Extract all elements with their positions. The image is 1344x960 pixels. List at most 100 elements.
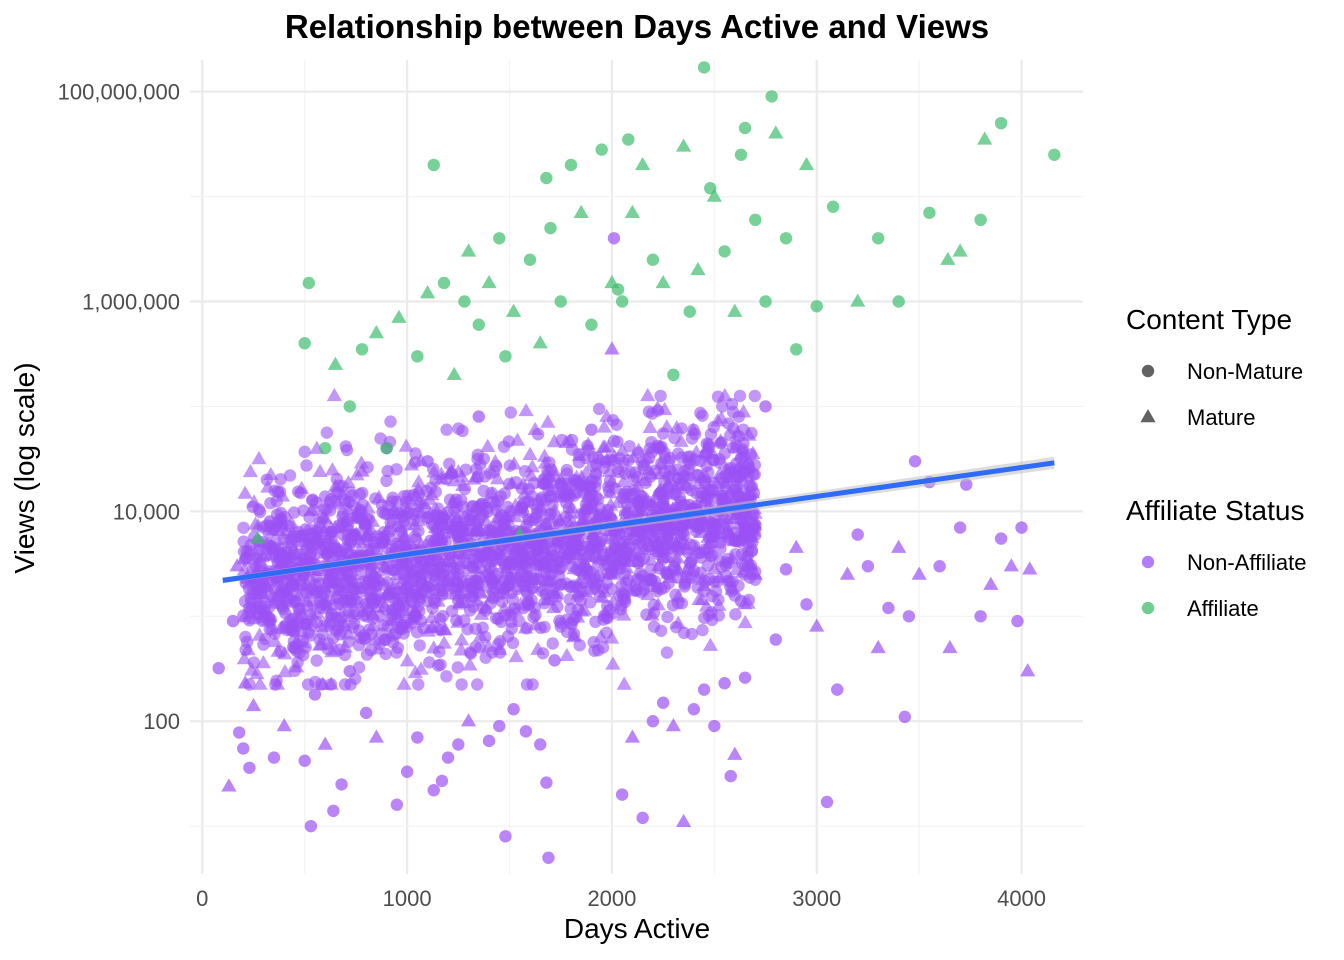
non-affiliate-cloud-point bbox=[669, 487, 682, 500]
non-affiliate-cloud-point bbox=[698, 598, 715, 612]
affiliate-point bbox=[573, 204, 589, 218]
non-affiliate-cloud-point bbox=[453, 642, 469, 656]
legend-key-color bbox=[1141, 601, 1155, 615]
non-affiliate-cloud-point bbox=[528, 571, 544, 585]
non-affiliate-cloud-point bbox=[661, 610, 674, 624]
legend-label: Non-Mature bbox=[1187, 359, 1303, 384]
non-affiliate-cloud-point bbox=[742, 468, 755, 481]
non-affiliate-point bbox=[354, 463, 370, 477]
non-affiliate-point bbox=[942, 639, 958, 654]
non-affiliate-cloud-point bbox=[380, 474, 393, 488]
non-affiliate-cloud-point bbox=[710, 529, 726, 543]
non-affiliate-cloud-point bbox=[470, 574, 483, 587]
non-affiliate-cloud-point bbox=[309, 605, 325, 619]
non-affiliate-cloud-point bbox=[530, 507, 544, 520]
non-affiliate-cloud-point bbox=[237, 485, 253, 499]
non-affiliate-cloud-point bbox=[647, 606, 661, 619]
non-affiliate-point bbox=[624, 729, 641, 743]
non-affiliate-cloud-point bbox=[330, 542, 343, 555]
non-affiliate-cloud-point bbox=[369, 492, 382, 505]
legend-key-circle bbox=[1141, 364, 1155, 378]
non-affiliate-cloud-point bbox=[712, 465, 728, 480]
non-affiliate-cloud-point bbox=[636, 541, 652, 555]
affiliate-point bbox=[481, 274, 497, 289]
non-affiliate-cloud-point bbox=[567, 547, 581, 561]
legend-key-triangle bbox=[1140, 409, 1156, 423]
affiliate-point bbox=[343, 400, 356, 413]
non-affiliate-cloud-point bbox=[238, 595, 252, 608]
non-affiliate-cloud-point bbox=[544, 510, 560, 525]
affiliate-point bbox=[391, 309, 407, 323]
non-affiliate-cloud-point bbox=[421, 491, 438, 505]
non-affiliate-cloud-point bbox=[676, 520, 689, 534]
non-affiliate-cloud-point bbox=[592, 402, 606, 416]
non-affiliate-cloud-point bbox=[423, 620, 440, 634]
trend-line-group bbox=[222, 456, 1055, 584]
non-affiliate-cloud-point bbox=[267, 633, 283, 648]
non-affiliate-cloud-point bbox=[599, 408, 615, 422]
affiliate-point bbox=[427, 158, 440, 172]
non-affiliate-cloud-point bbox=[404, 564, 420, 578]
non-affiliate-cloud-point bbox=[640, 387, 656, 402]
x-tick-label: 2000 bbox=[587, 886, 636, 911]
non-affiliate-cloud-point bbox=[484, 559, 501, 573]
non-affiliate-cloud-point bbox=[370, 544, 384, 558]
affiliate-point bbox=[940, 251, 956, 265]
non-affiliate-cloud-point bbox=[710, 413, 726, 427]
affiliate-point bbox=[595, 143, 608, 156]
non-affiliate-point bbox=[983, 576, 999, 590]
non-affiliate-cloud-point bbox=[467, 583, 480, 597]
non-affiliate-cloud-point bbox=[479, 547, 492, 560]
non-affiliate-cloud-point bbox=[601, 558, 614, 572]
non-affiliate-cloud-point bbox=[312, 583, 328, 597]
non-affiliate-cloud-point bbox=[564, 580, 577, 594]
affiliate-point bbox=[749, 213, 762, 227]
non-affiliate-cloud-point bbox=[585, 501, 598, 515]
non-affiliate-cloud-point bbox=[411, 499, 425, 513]
affiliate-point bbox=[458, 295, 471, 308]
non-affiliate-cloud-point bbox=[657, 496, 670, 510]
non-affiliate-cloud-point bbox=[360, 648, 374, 661]
non-affiliate-cloud-point bbox=[668, 555, 682, 568]
non-affiliate-point bbox=[1003, 558, 1019, 572]
non-affiliate-cloud-point bbox=[746, 511, 763, 525]
non-affiliate-point bbox=[891, 539, 907, 553]
non-affiliate-cloud-point bbox=[489, 471, 506, 485]
non-affiliate-point bbox=[687, 703, 701, 716]
non-affiliate-cloud-point bbox=[268, 484, 281, 497]
non-affiliate-cloud-point bbox=[423, 577, 439, 591]
non-affiliate-point bbox=[820, 795, 834, 809]
non-affiliate-point bbox=[317, 736, 333, 750]
non-affiliate-cloud-point bbox=[480, 438, 496, 452]
non-affiliate-cloud-point bbox=[455, 678, 468, 691]
non-affiliate-cloud-point bbox=[509, 476, 523, 489]
non-affiliate-cloud-point bbox=[717, 387, 733, 402]
affiliate-point bbox=[779, 232, 793, 245]
y-tick-label: 10,000 bbox=[113, 499, 180, 524]
non-affiliate-cloud-point bbox=[252, 676, 268, 690]
non-affiliate-cloud-point bbox=[237, 535, 250, 548]
non-affiliate-point bbox=[226, 614, 240, 628]
non-affiliate-cloud-point bbox=[268, 627, 281, 640]
non-affiliate-cloud-point bbox=[554, 486, 568, 500]
non-affiliate-cloud-point bbox=[698, 518, 711, 532]
non-affiliate-cloud-point bbox=[313, 636, 329, 651]
non-affiliate-point bbox=[482, 734, 496, 748]
affiliate-point bbox=[718, 245, 731, 258]
non-affiliate-cloud-point bbox=[628, 523, 644, 537]
non-affiliate-point bbox=[368, 729, 384, 743]
non-affiliate-point bbox=[724, 769, 737, 783]
non-affiliate-cloud-point bbox=[541, 550, 555, 564]
affiliate-point bbox=[622, 133, 635, 146]
non-affiliate-cloud-point bbox=[516, 550, 529, 563]
non-affiliate-cloud-point bbox=[426, 602, 439, 615]
non-affiliate-cloud-point bbox=[529, 542, 543, 556]
non-affiliate-point bbox=[734, 594, 748, 608]
non-affiliate-cloud-point bbox=[479, 651, 492, 664]
affiliate-point bbox=[923, 206, 936, 219]
non-affiliate-cloud-point bbox=[675, 422, 688, 435]
affiliate-point bbox=[506, 303, 522, 317]
non-affiliate-cloud-point bbox=[470, 557, 483, 571]
non-affiliate-cloud-point bbox=[287, 506, 301, 519]
non-affiliate-point bbox=[604, 341, 620, 355]
